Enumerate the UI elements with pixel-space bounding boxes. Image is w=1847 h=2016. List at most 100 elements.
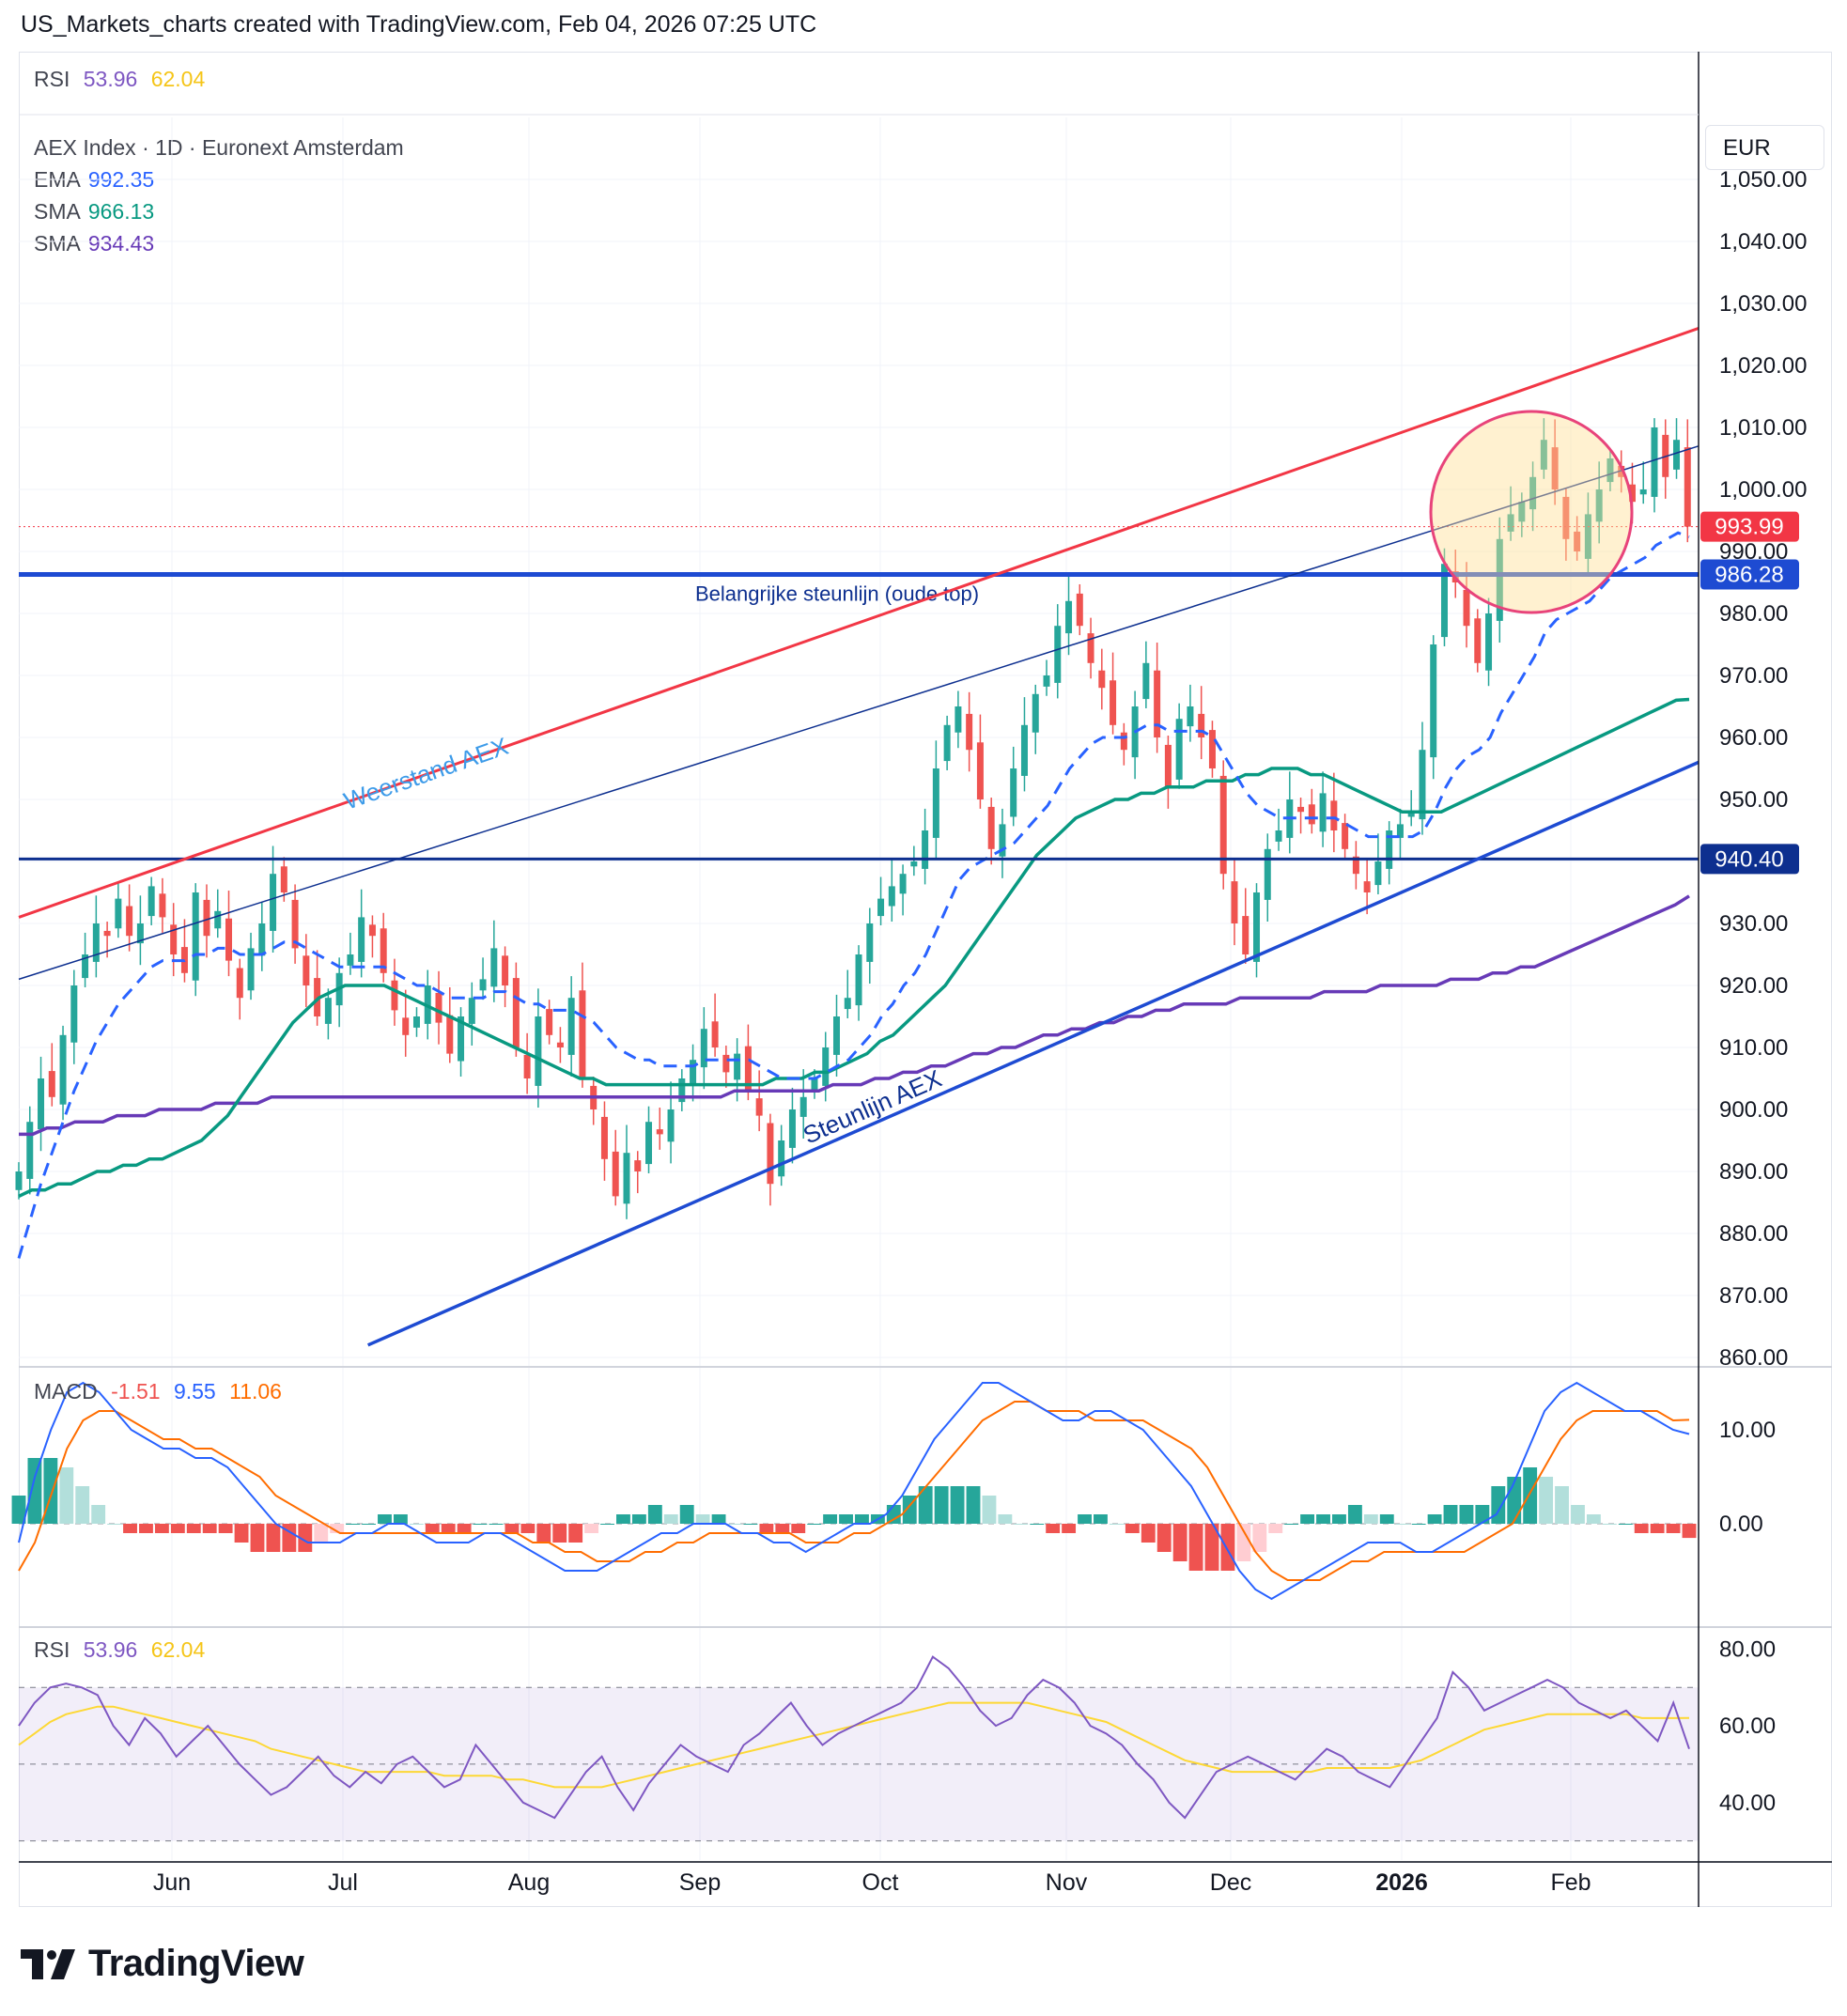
macd-histogram-bar bbox=[568, 1524, 583, 1543]
macd-signal-value: 11.06 bbox=[229, 1379, 282, 1403]
candle-body bbox=[623, 1153, 630, 1204]
candle-body bbox=[159, 893, 166, 918]
sma50-line bbox=[18, 697, 1690, 1198]
macd-histogram-bar bbox=[1347, 1505, 1362, 1524]
candle-body bbox=[700, 1029, 707, 1068]
candle-body bbox=[38, 1078, 45, 1130]
candle-body bbox=[987, 806, 995, 849]
macd-histogram-bar bbox=[298, 1524, 313, 1552]
candle-body bbox=[1342, 823, 1349, 849]
candle-body bbox=[910, 861, 918, 867]
candle-body bbox=[48, 1071, 55, 1097]
macd-histogram-bar bbox=[1141, 1524, 1156, 1543]
price-tick-label: 890.00 bbox=[1719, 1159, 1788, 1185]
candle-body bbox=[70, 985, 78, 1043]
candle-body bbox=[567, 998, 575, 1055]
trendline bbox=[18, 445, 1700, 981]
candle-body bbox=[734, 1053, 741, 1080]
macd-histogram-bar bbox=[314, 1524, 329, 1543]
macd-histogram-bar bbox=[711, 1514, 726, 1524]
candle-body bbox=[711, 1021, 719, 1047]
macd-histogram-bar bbox=[473, 1524, 488, 1525]
candle-body bbox=[380, 928, 387, 973]
candle-body bbox=[1087, 633, 1094, 663]
candle-body bbox=[1142, 662, 1150, 700]
month-tick-label: Nov bbox=[1046, 1869, 1088, 1896]
price-tick-label: 1,030.00 bbox=[1719, 291, 1807, 317]
rsi-pane bbox=[18, 1655, 1699, 1842]
macd-histogram-bar bbox=[1618, 1524, 1633, 1525]
price-tick-label: 960.00 bbox=[1719, 725, 1788, 751]
macd-histogram-bar bbox=[1666, 1524, 1681, 1533]
macd-histogram-bar bbox=[1411, 1524, 1426, 1525]
symbol-label[interactable]: AEX Index · 1D · Euronext Amsterdam bbox=[34, 135, 404, 160]
price-tick-label: 930.00 bbox=[1719, 911, 1788, 937]
candle-body bbox=[966, 713, 973, 751]
macd-histogram-bar bbox=[998, 1514, 1013, 1524]
macd-histogram-bar bbox=[393, 1514, 408, 1524]
candle-body bbox=[1507, 514, 1514, 532]
currency-selector[interactable]: EUR bbox=[1705, 125, 1824, 170]
macd-histogram-bar bbox=[1252, 1524, 1267, 1552]
candle-body bbox=[1651, 427, 1658, 497]
candle-body bbox=[26, 1122, 34, 1179]
candle-body bbox=[247, 948, 255, 991]
candle-body bbox=[943, 724, 951, 762]
sma200-label: SMA bbox=[34, 231, 81, 256]
candle-body bbox=[1529, 476, 1537, 510]
candle-body bbox=[546, 1009, 553, 1035]
candle-body bbox=[678, 1078, 686, 1103]
candle-body bbox=[811, 1078, 818, 1090]
ema-line bbox=[17, 531, 1690, 1259]
candle-body bbox=[888, 886, 895, 907]
macd-histogram-bar bbox=[250, 1524, 265, 1552]
price-tick-label: 880.00 bbox=[1719, 1221, 1788, 1247]
macd-histogram-bar bbox=[504, 1524, 520, 1533]
macd-histogram-bar bbox=[1586, 1514, 1601, 1524]
candle-body bbox=[1463, 589, 1470, 627]
chart-canvas[interactable]: Belangrijke steunlijn (oude top) Weerstan… bbox=[0, 0, 1847, 1916]
candle-body bbox=[280, 866, 287, 892]
candle-body bbox=[1551, 447, 1559, 489]
macd-histogram-bar bbox=[186, 1524, 201, 1533]
candle-body bbox=[225, 918, 233, 961]
macd-line-value: 9.55 bbox=[173, 1379, 216, 1403]
candle-body bbox=[1363, 881, 1371, 892]
trendline bbox=[366, 760, 1700, 1347]
macd-histogram-bar bbox=[1427, 1514, 1442, 1524]
month-tick-label: Sep bbox=[679, 1869, 721, 1896]
candle-body bbox=[303, 955, 310, 985]
candle-body bbox=[412, 1016, 420, 1028]
candle-body bbox=[1440, 564, 1448, 638]
price-label-text: 940.40 bbox=[1715, 846, 1783, 872]
macd-histogram-bar bbox=[1046, 1524, 1061, 1533]
tradingview-logo[interactable]: TradingView bbox=[21, 1943, 304, 1985]
macd-pane bbox=[11, 1381, 1699, 1601]
macd-histogram-bar bbox=[27, 1458, 42, 1524]
candle-body bbox=[358, 917, 365, 962]
candle-body bbox=[999, 824, 1006, 857]
candle-body bbox=[1010, 768, 1017, 817]
candle-body bbox=[976, 742, 984, 799]
month-tick-label: Jun bbox=[153, 1869, 191, 1896]
candle-body bbox=[778, 1140, 785, 1177]
sma50-label: SMA bbox=[34, 199, 81, 224]
candle-body bbox=[1396, 824, 1404, 838]
top-rsi-ma-value: 62.04 bbox=[150, 67, 206, 91]
candle-body bbox=[15, 1171, 23, 1190]
sma50-value: 966.13 bbox=[87, 199, 155, 224]
macd-histogram-bar bbox=[1204, 1524, 1219, 1571]
macd-histogram-bar bbox=[409, 1524, 424, 1525]
candle-body bbox=[1120, 732, 1127, 751]
macd-histogram-bar bbox=[552, 1524, 567, 1543]
macd-histogram-bar bbox=[855, 1514, 869, 1524]
candle-body bbox=[1374, 861, 1382, 886]
macd-histogram-bar bbox=[1650, 1524, 1665, 1533]
macd-histogram-bar bbox=[1443, 1505, 1458, 1524]
macd-histogram-bar bbox=[1571, 1505, 1585, 1524]
rsi-value: 53.96 bbox=[83, 1637, 138, 1662]
candle-body bbox=[1187, 706, 1194, 727]
macd-histogram-bar bbox=[807, 1524, 822, 1525]
macd-signal-line bbox=[18, 1401, 1690, 1581]
candle-body bbox=[347, 954, 354, 966]
